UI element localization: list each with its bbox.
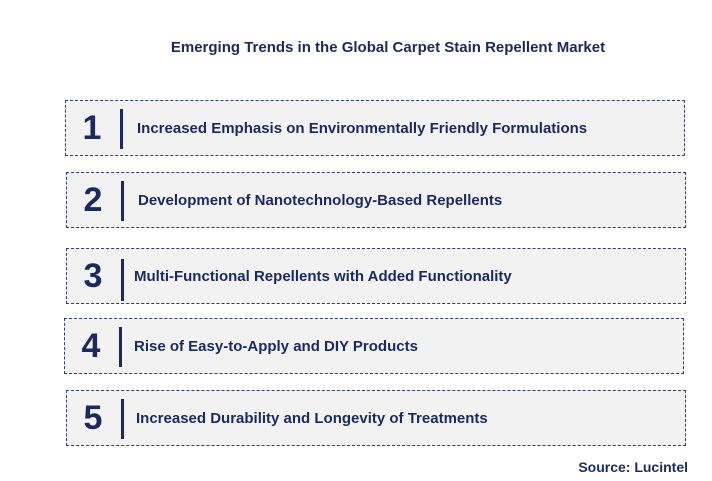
trend-number: 4 [81, 326, 101, 365]
trend-box-5: 5 Increased Durability and Longevity of … [66, 390, 686, 446]
trend-number: 2 [83, 180, 103, 219]
trend-label: Development of Nanotechnology-Based Repe… [138, 191, 503, 209]
divider-bar [121, 399, 124, 439]
trend-number: 5 [83, 398, 103, 437]
trend-number: 1 [82, 108, 102, 147]
trend-label: Rise of Easy-to-Apply and DIY Products [134, 337, 418, 355]
trend-label: Increased Durability and Longevity of Tr… [136, 409, 488, 427]
trend-number: 3 [83, 256, 103, 295]
trend-box-3: 3 Multi-Functional Repellents with Added… [66, 248, 686, 304]
trend-box-4: 4 Rise of Easy-to-Apply and DIY Products [64, 318, 684, 374]
trend-box-2: 2 Development of Nanotechnology-Based Re… [66, 172, 686, 228]
chart-title: Emerging Trends in the Global Carpet Sta… [170, 39, 606, 56]
trend-label: Increased Emphasis on Environmentally Fr… [137, 119, 588, 137]
divider-bar [121, 181, 124, 221]
trend-label: Multi-Functional Repellents with Added F… [134, 267, 512, 285]
trend-box-1: 1 Increased Emphasis on Environmentally … [65, 100, 685, 156]
divider-bar [120, 109, 123, 149]
source-note: Source: Lucintel [578, 459, 688, 475]
divider-bar [119, 327, 122, 367]
divider-bar [121, 259, 124, 301]
